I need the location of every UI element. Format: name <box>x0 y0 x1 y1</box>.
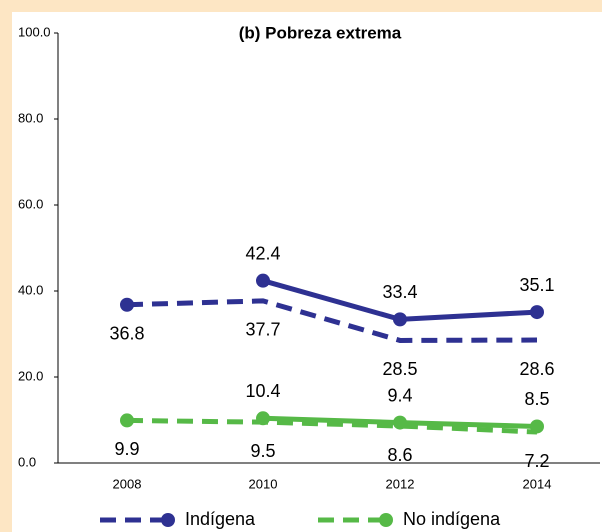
y-tick-label: 80.0 <box>18 110 43 125</box>
legend-marker <box>379 513 393 527</box>
marker <box>120 413 134 428</box>
data-label: 28.6 <box>519 359 554 379</box>
data-label: 37.7 <box>245 320 280 340</box>
legend-marker <box>161 513 175 527</box>
data-label: 9.9 <box>114 439 139 459</box>
x-tick-label: 2008 <box>113 476 142 491</box>
data-label: 9.4 <box>387 385 412 405</box>
panel <box>12 12 602 532</box>
data-label: 28.5 <box>382 359 417 379</box>
y-tick-label: 0.0 <box>18 454 36 469</box>
data-label: 8.5 <box>524 389 549 409</box>
legend-label: No indígena <box>403 509 501 529</box>
marker <box>530 305 544 320</box>
data-label: 7.2 <box>524 451 549 471</box>
x-tick-label: 2010 <box>249 476 278 491</box>
marker <box>393 312 407 327</box>
legend-label: Indígena <box>185 509 256 529</box>
y-tick-label: 100.0 <box>18 24 51 39</box>
marker <box>530 419 544 434</box>
dashed-line <box>126 298 538 343</box>
marker <box>393 415 407 430</box>
data-label: 33.4 <box>382 282 417 302</box>
data-label: 8.6 <box>387 445 412 465</box>
data-label: 9.5 <box>250 441 275 461</box>
data-label: 42.4 <box>245 243 280 263</box>
marker <box>256 411 270 426</box>
marker <box>120 297 134 312</box>
data-label: 35.1 <box>519 275 554 295</box>
data-label: 36.8 <box>109 324 144 344</box>
y-tick-label: 20.0 <box>18 368 43 383</box>
marker <box>256 273 270 288</box>
chart-title: (b) Pobreza extrema <box>239 23 402 42</box>
y-tick-label: 60.0 <box>18 196 43 211</box>
x-tick-label: 2014 <box>523 476 552 491</box>
data-label: 10.4 <box>245 381 280 401</box>
y-tick-label: 40.0 <box>18 282 43 297</box>
dashed-line <box>126 417 538 435</box>
x-tick-label: 2012 <box>386 476 415 491</box>
